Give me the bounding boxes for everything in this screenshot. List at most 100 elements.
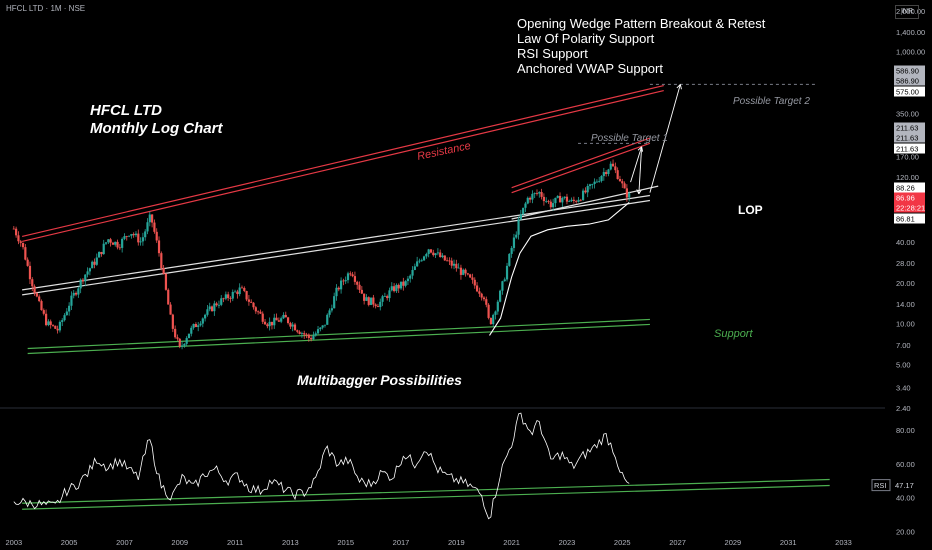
- candle-body: [614, 166, 617, 171]
- candle-body: [379, 301, 382, 308]
- candle-body: [611, 163, 615, 167]
- candle-body: [137, 233, 140, 243]
- price-badge: 211.63: [894, 122, 925, 133]
- candle-body: [319, 327, 322, 330]
- candlestick-series: [12, 159, 631, 350]
- candle-body: [429, 249, 433, 253]
- candle-body: [263, 321, 267, 325]
- candle-body: [220, 298, 223, 305]
- candle-body: [369, 297, 373, 305]
- target1-arrow-down-head: [636, 189, 642, 195]
- candle-body: [61, 320, 64, 322]
- candle-body: [102, 243, 105, 255]
- price-badge-text: 86.96: [896, 194, 915, 203]
- price-badge: 575.00: [894, 86, 925, 97]
- candle-body: [579, 199, 582, 201]
- rsi-label-box: [871, 479, 891, 492]
- candle-body: [489, 317, 492, 325]
- candle-body: [526, 197, 529, 204]
- candle-body: [84, 274, 87, 282]
- price-badge: 211.63: [894, 143, 925, 154]
- candle-body: [565, 196, 569, 202]
- candle-body: [164, 273, 168, 290]
- price-badge: 586.90: [894, 65, 925, 76]
- candle-body: [570, 199, 573, 202]
- candle-body: [247, 299, 251, 302]
- price-badge-box: [894, 202, 925, 213]
- candle-body: [111, 242, 115, 245]
- candle-body: [47, 321, 50, 326]
- currency-label[interactable]: INR: [895, 5, 919, 19]
- candle-body: [446, 260, 449, 262]
- candle-body: [289, 322, 292, 327]
- candle-body: [24, 247, 27, 260]
- y-tick-label: 120.00: [896, 173, 919, 182]
- candle-body: [381, 296, 384, 302]
- y-tick-label: 28.00: [896, 259, 915, 268]
- candle-body: [372, 297, 375, 305]
- y-tick-label: 2,000.00: [896, 7, 925, 16]
- candle-body: [376, 306, 380, 308]
- x-tick-label: 2005: [61, 538, 78, 547]
- x-tick-label: 2033: [835, 538, 852, 547]
- lop-label: LOP: [738, 203, 763, 217]
- price-badge-text: 575.00: [896, 88, 919, 97]
- x-tick-label: 2023: [559, 538, 576, 547]
- candle-body: [480, 293, 483, 298]
- candle-body: [286, 317, 290, 323]
- candle-body: [58, 321, 62, 331]
- candle-body: [475, 285, 479, 292]
- candle-body: [422, 256, 426, 261]
- price-badge-box: [894, 182, 925, 193]
- candle-body: [528, 197, 532, 200]
- candle-body: [28, 265, 32, 280]
- candle-body: [38, 296, 41, 302]
- candle-body: [471, 277, 474, 280]
- x-tick-label: 2007: [116, 538, 133, 547]
- candle-body: [393, 286, 396, 292]
- rsi-line: [13, 412, 630, 520]
- candle-body: [296, 330, 299, 332]
- candle-body: [411, 269, 414, 276]
- candle-body: [222, 298, 225, 300]
- candle-body: [245, 290, 248, 300]
- candle-body: [607, 169, 610, 175]
- price-badge-text: 211.63: [896, 134, 918, 143]
- symbol-header[interactable]: HFCL LTD · 1M · NSE: [6, 4, 86, 13]
- trendlines: [21, 83, 816, 355]
- candle-body: [201, 318, 204, 324]
- candle-body: [185, 338, 188, 344]
- candle-body: [95, 257, 98, 265]
- candle-body: [452, 263, 456, 266]
- candle-body: [517, 219, 520, 235]
- candle-body: [77, 288, 80, 295]
- candle-body: [540, 192, 543, 197]
- candle-body: [86, 271, 89, 275]
- candle-body: [542, 196, 546, 202]
- candle-body: [535, 193, 539, 194]
- x-tick-label: 2015: [337, 538, 354, 547]
- candle-body: [563, 196, 566, 198]
- candle-body: [42, 310, 45, 314]
- candle-body: [236, 291, 239, 295]
- candle-body: [473, 279, 476, 286]
- price-badge-box: [894, 192, 925, 203]
- candle-body: [194, 323, 197, 328]
- candle-body: [314, 333, 317, 336]
- rsi-value-box: [893, 479, 919, 491]
- candle-body: [132, 234, 135, 236]
- candle-body: [623, 183, 626, 189]
- candle-body: [31, 279, 34, 287]
- candle-body: [609, 163, 612, 170]
- candle-body: [441, 255, 444, 258]
- annotations: Opening Wedge Pattern Breakout & RetestL…: [90, 16, 810, 388]
- y-tick-label: 14.00: [896, 300, 915, 309]
- candle-body: [68, 305, 71, 312]
- candle-body: [123, 236, 126, 239]
- candle-body: [19, 241, 22, 243]
- candle-body: [259, 311, 262, 314]
- candle-body: [367, 297, 370, 305]
- candle-body: [257, 311, 260, 313]
- candle-body: [114, 241, 117, 245]
